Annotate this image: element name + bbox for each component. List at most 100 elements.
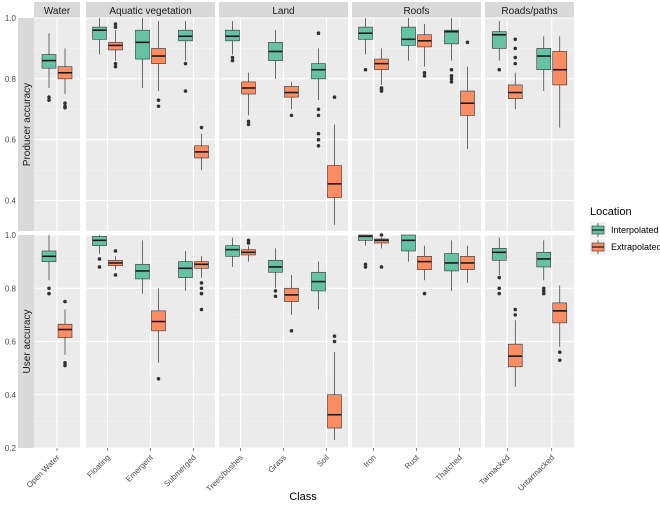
box-body — [552, 51, 568, 86]
outlier-point — [246, 238, 251, 243]
box-producer-accuracy-iron-interpolated — [358, 18, 373, 72]
box-body — [135, 29, 150, 60]
box-producer-accuracy-soil-extrapolated — [327, 95, 342, 225]
box-body — [491, 248, 507, 261]
box-producer-accuracy-untarmacked-extrapolated — [552, 36, 568, 128]
box-user-accuracy-iron-interpolated — [358, 234, 373, 269]
legend-label-interpolated: Interpolated — [611, 225, 659, 235]
y-tick-user-accuracy-4: 1.0 — [5, 231, 17, 240]
panel-producer-accuracy-aquatic-vegetation — [86, 17, 215, 231]
outlier-point — [273, 294, 278, 299]
box-body — [327, 394, 342, 429]
outlier-point — [497, 291, 502, 296]
outlier-point — [557, 350, 562, 354]
box-body — [401, 26, 416, 46]
box-producer-accuracy-untarmacked-interpolated — [536, 36, 552, 92]
legend-entry-interpolated: Interpolated — [590, 222, 659, 238]
legend-entry-extrapolated: Extrapolated — [590, 239, 660, 255]
y-tick-producer-accuracy-3: 1.0 — [5, 14, 17, 23]
outlier-point — [47, 291, 51, 296]
strip-roofs — [352, 2, 481, 18]
x-tick-iron: Iron — [362, 453, 378, 469]
outlier-point — [230, 55, 235, 60]
outlier-point — [363, 265, 368, 269]
outlier-point — [497, 67, 502, 72]
legend-title: Location — [590, 206, 632, 218]
row-strip-label-user-accuracy: User accuracy — [22, 310, 33, 374]
outlier-point — [246, 241, 251, 245]
x-tick-untarmacked: Untarmacked — [516, 453, 556, 493]
x-tick-floating: Floating — [85, 453, 111, 479]
outlier-point — [422, 74, 427, 78]
box-producer-accuracy-submerged-interpolated — [178, 21, 193, 93]
outlier-point — [497, 286, 502, 291]
outlier-point — [199, 307, 204, 312]
box-producer-accuracy-tarmacked-interpolated — [491, 21, 507, 72]
panel-producer-accuracy-water — [34, 17, 80, 231]
box-producer-accuracy-open-water-interpolated — [41, 33, 57, 102]
box-user-accuracy-floating-extrapolated — [108, 249, 123, 277]
outlier-point — [273, 289, 278, 293]
outlier-point — [332, 95, 337, 99]
y-tick-user-accuracy-2: 0.6 — [5, 338, 17, 347]
x-tick-thatched: Thatched — [434, 453, 464, 483]
box-producer-accuracy-rust-interpolated — [401, 18, 416, 61]
outlier-point — [513, 37, 518, 42]
x-tick-emergent: Emergent — [124, 453, 155, 484]
x-tick-grass: Grass — [266, 453, 287, 474]
box-producer-accuracy-rust-extrapolated — [417, 24, 432, 78]
strip-label-roads-paths: Roads/paths — [501, 6, 557, 17]
box-producer-accuracy-floating-interpolated — [92, 18, 107, 55]
box-body — [57, 323, 73, 338]
y-tick-user-accuracy-0: 0.2 — [5, 444, 17, 453]
box-body — [401, 234, 416, 252]
outlier-point — [379, 265, 384, 269]
outlier-point — [557, 358, 562, 362]
box-user-accuracy-tarmacked-interpolated — [491, 237, 507, 296]
outlier-point — [379, 89, 384, 93]
outlier-point — [63, 105, 67, 110]
outlier-point — [316, 113, 321, 118]
outlier-point — [449, 74, 454, 78]
outlier-point — [316, 31, 321, 36]
box-body — [311, 63, 326, 80]
box-body — [552, 302, 568, 324]
strip-label-aquatic-vegetation: Aquatic vegetation — [109, 6, 191, 17]
box-user-accuracy-emergent-interpolated — [135, 240, 150, 294]
box-body — [444, 29, 459, 45]
outlier-point — [113, 22, 118, 26]
box-user-accuracy-thatched-extrapolated — [460, 245, 475, 283]
row-strip-label-producer-accuracy: Producer accuracy — [22, 83, 33, 166]
box-body — [92, 26, 107, 40]
box-user-accuracy-floating-interpolated — [92, 235, 107, 269]
panel-user-accuracy-water — [34, 234, 80, 449]
strip-label-roofs: Roofs — [403, 6, 429, 17]
box-user-accuracy-rust-interpolated — [401, 234, 416, 262]
box-body — [358, 234, 373, 241]
strip-water — [34, 2, 80, 18]
box-body — [417, 255, 432, 270]
box-body — [536, 48, 552, 71]
box-body — [178, 261, 193, 278]
panel-user-accuracy-aquatic-vegetation — [86, 234, 215, 449]
box-producer-accuracy-grass-extrapolated — [284, 81, 299, 118]
outlier-point — [199, 291, 204, 296]
outlier-point — [379, 233, 384, 237]
outlier-point — [449, 67, 454, 72]
box-user-accuracy-rust-extrapolated — [417, 245, 432, 296]
outlier-point — [422, 70, 427, 75]
y-tick-user-accuracy-3: 0.8 — [5, 284, 17, 293]
outlier-point — [113, 25, 118, 29]
y-tick-producer-accuracy-1: 0.6 — [5, 136, 17, 145]
outlier-point — [422, 291, 427, 296]
outlier-point — [513, 46, 518, 51]
box-producer-accuracy-trees-bushes-extrapolated — [241, 72, 256, 127]
outlier-point — [316, 144, 321, 148]
box-producer-accuracy-emergent-extrapolated — [151, 21, 166, 109]
outlier-point — [63, 361, 67, 365]
strip-label-land: Land — [272, 6, 294, 17]
outlier-point — [97, 257, 102, 261]
box-user-accuracy-grass-extrapolated — [284, 274, 299, 333]
outlier-point — [156, 98, 161, 102]
outlier-point — [316, 137, 321, 142]
